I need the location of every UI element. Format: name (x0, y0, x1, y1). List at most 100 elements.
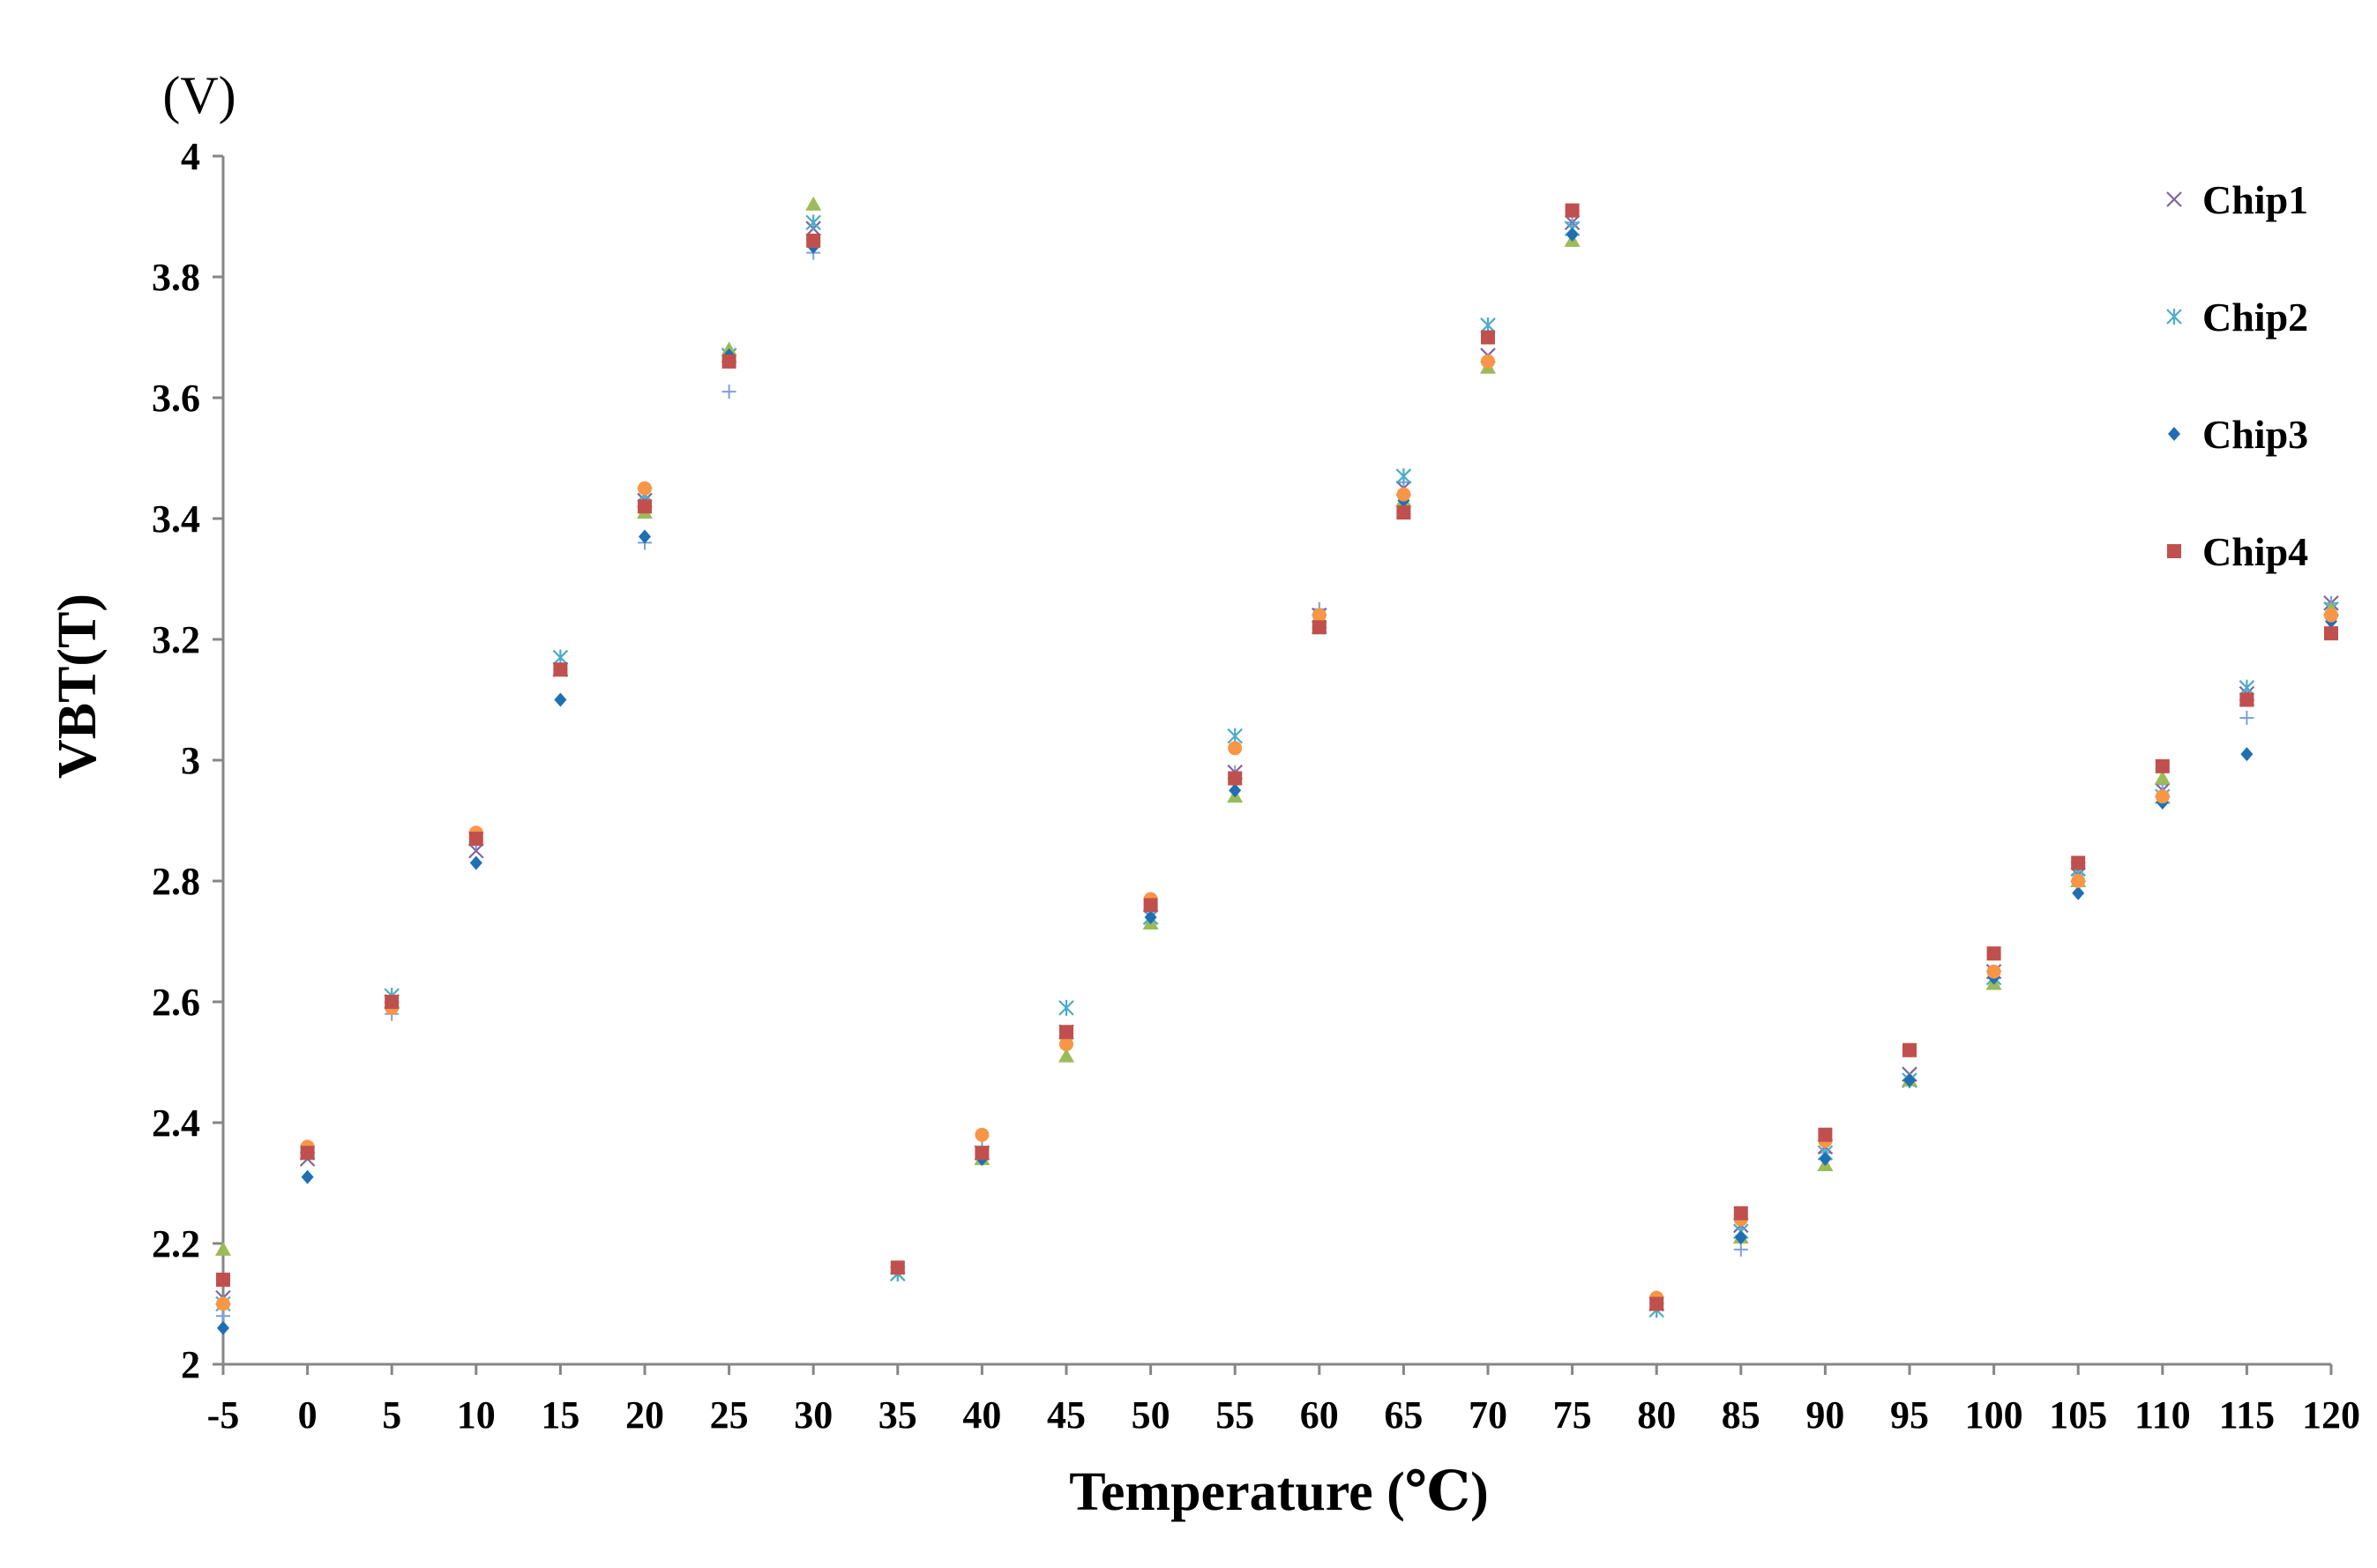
data-point (1396, 487, 1411, 502)
data-point (468, 842, 484, 859)
legend-item-chip3: Chip3 (2168, 412, 2308, 457)
x-tick-label: 20 (625, 1393, 664, 1437)
data-point (1903, 1073, 1916, 1088)
legend-label: Chip4 (2202, 529, 2308, 574)
x-tick-label: 115 (2219, 1393, 2276, 1437)
data-point (1312, 608, 1327, 623)
x-tick-label: 105 (2049, 1393, 2107, 1437)
data-point (2154, 770, 2171, 785)
data-point (1565, 203, 1580, 218)
x-tick-label: 100 (1965, 1393, 2023, 1437)
x-tick-label: 95 (1890, 1393, 1929, 1437)
data-point (2155, 789, 2170, 804)
data-point (2155, 758, 2170, 773)
x-tick-label: 50 (1132, 1393, 1170, 1437)
data-point (890, 1260, 905, 1275)
data-point (2324, 626, 2338, 641)
data-point (2071, 874, 2086, 888)
data-point (1312, 620, 1327, 635)
y-tick-label: 3.2 (152, 618, 200, 661)
x-tick-label: 110 (2134, 1393, 2191, 1437)
data-point (805, 214, 821, 231)
x-tick-label: 90 (1805, 1393, 1844, 1437)
data-point (1819, 1152, 1832, 1167)
x-tick-label: -5 (207, 1393, 240, 1437)
data-point (1566, 228, 1579, 243)
y-tick-label: 2.8 (152, 860, 200, 903)
data-point (1396, 505, 1411, 520)
data-point (2239, 711, 2254, 726)
y-axis-title: VBT(T) (48, 594, 108, 779)
legend-marker (2166, 309, 2182, 325)
data-point (975, 1127, 990, 1142)
legend-item-chip2: Chip2 (2166, 295, 2308, 340)
x-tick-label: 10 (457, 1393, 496, 1437)
series-chip4 (216, 203, 2338, 1311)
data-points (215, 196, 2339, 1335)
y-tick-label: 2.2 (152, 1222, 200, 1266)
legend: Chip1 Chip2 Chip3 Chip4 (2166, 177, 2308, 574)
y-tick-label: 2 (181, 1343, 200, 1386)
x-tick-label: 35 (878, 1393, 917, 1437)
data-point (1481, 330, 1495, 345)
data-point (553, 662, 568, 677)
data-point (1902, 1042, 1917, 1057)
data-point (639, 529, 651, 544)
legend-marker (2167, 544, 2181, 558)
data-point (1734, 1230, 1747, 1245)
x-tick-label: 60 (1300, 1393, 1339, 1437)
data-point (1986, 964, 2001, 979)
data-point (216, 1296, 230, 1311)
x-tick-label: 120 (2302, 1393, 2360, 1437)
y-unit-label: (V) (162, 66, 235, 124)
series-chip3 (217, 228, 2337, 1335)
data-point (2240, 747, 2254, 762)
y-tick-label: 3.4 (152, 497, 200, 541)
data-point (1733, 1242, 1748, 1257)
x-tick-label: 75 (1553, 1393, 1592, 1437)
x-tick-label: 0 (298, 1393, 318, 1437)
x-tick-label: 45 (1047, 1393, 1086, 1437)
data-point (975, 1146, 990, 1161)
legend-item-chip4: Chip4 (2167, 529, 2308, 574)
series-unlabeled-triangle (215, 196, 2339, 1310)
data-point (1481, 354, 1495, 369)
data-point (1228, 771, 1243, 786)
data-point (301, 1169, 314, 1184)
data-point (554, 692, 567, 707)
data-point (1395, 468, 1412, 485)
data-point (806, 233, 821, 248)
data-point (1229, 783, 1242, 798)
data-point (638, 499, 652, 514)
data-point (805, 196, 822, 211)
x-tick-label: 70 (1469, 1393, 1507, 1437)
x-tick-label: 5 (382, 1393, 401, 1437)
y-tick-label: 4 (181, 135, 200, 178)
x-tick-label: 85 (1722, 1393, 1760, 1437)
data-point (2071, 855, 2086, 870)
data-point (2072, 885, 2085, 900)
data-point (1144, 910, 1157, 925)
x-tick-label: 40 (962, 1393, 1001, 1437)
y-tick-label: 3.6 (152, 377, 200, 420)
series-chip1 (215, 214, 2339, 1312)
x-tick-label: 15 (541, 1393, 579, 1437)
data-point (721, 354, 736, 369)
data-point (1818, 1127, 1833, 1142)
x-tick-label: 30 (794, 1393, 833, 1437)
x-tick-label: 25 (710, 1393, 749, 1437)
y-tick-label: 2.4 (152, 1101, 200, 1145)
data-point (300, 1146, 315, 1161)
data-point (469, 855, 482, 870)
data-point (1059, 1036, 1073, 1051)
y-tick-label: 3 (181, 739, 200, 782)
data-point (1058, 999, 1074, 1016)
data-point (638, 481, 652, 496)
data-point (1649, 1296, 1664, 1311)
legend-label: Chip1 (2202, 177, 2308, 222)
legend-marker (2168, 427, 2180, 441)
data-point (385, 995, 400, 1009)
legend-label: Chip2 (2202, 295, 2308, 340)
y-tick-label: 2.6 (152, 981, 200, 1024)
